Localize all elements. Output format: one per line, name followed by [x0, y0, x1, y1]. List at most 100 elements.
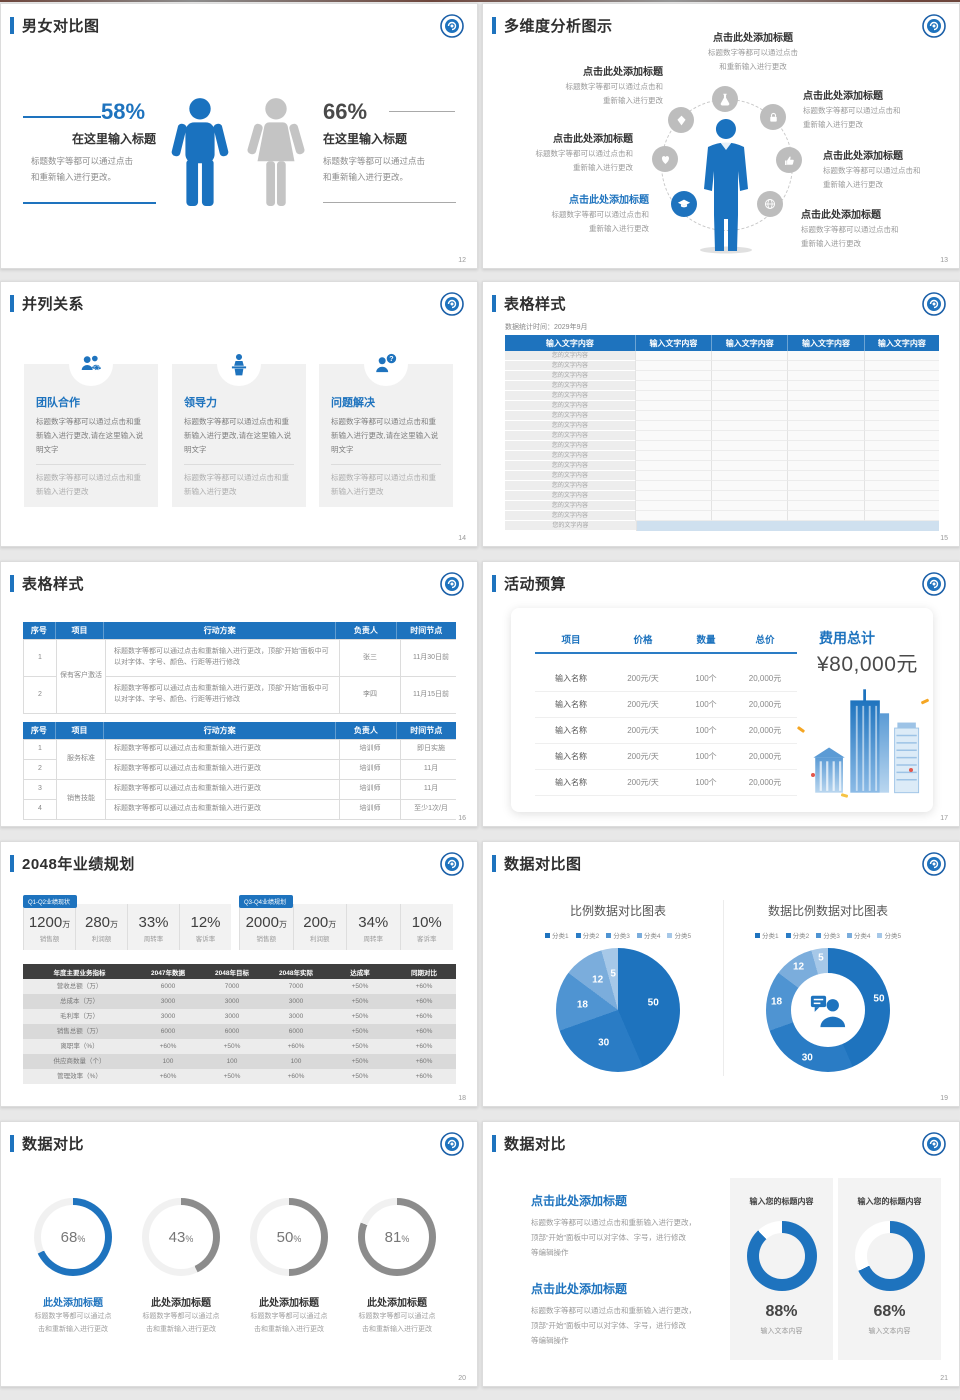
table-cell: 您的文字内容 [505, 481, 635, 491]
page-number: 17 [940, 815, 948, 822]
table-cell [711, 421, 788, 431]
pie-slice-value: 12 [792, 961, 805, 973]
stat-label: 销售额 [256, 936, 277, 943]
table-cell: +50% [351, 983, 369, 990]
card-teamwork: 团队合作 标题数字等都可以通过点击和重新输入进行更改,请在这里输入说明文字 标题… [24, 342, 158, 507]
table-cell: +50% [351, 998, 369, 1005]
price-cell: 200元/天 [627, 700, 659, 709]
slide-title: 并列关系 [22, 296, 85, 313]
table-cell: 您的文字内容 [505, 401, 635, 411]
annotation-title: 点击此处添加标题 [583, 67, 663, 78]
table-cell: 您的文字内容 [505, 461, 635, 471]
ring-body: 标题数字等都可以通过点 击和重新输入进行更改 [342, 1311, 452, 1336]
table-cell: 销售总额（万） [56, 1028, 103, 1035]
slide-15-table-style[interactable]: 表格样式 数据统计时间：2029年9月 输入文字内容 输入文字内容 输入文字内容… [482, 281, 960, 547]
donut-ring [854, 1221, 925, 1291]
table-cell [711, 391, 788, 401]
column-header: 行动方案 [103, 622, 335, 639]
table-cell [711, 451, 788, 461]
table-cell [787, 391, 864, 401]
annotation-title: 点击此处添加标题 [553, 134, 633, 145]
legend-label: 分类3 [823, 933, 840, 940]
table-cell [787, 381, 864, 391]
table-cell: 您的文字内容 [505, 361, 635, 371]
table-cell [787, 471, 864, 481]
slide-17-activity-budget[interactable]: 活动预算 项目 价格 数量 总价 输入名称 200元/天 100个 20,000… [482, 561, 960, 827]
slide-18-performance-plan[interactable]: 2048年业绩规划 Q1-Q2业绩现状 1200万 销售额 280万 利润额 33%… [0, 841, 478, 1107]
slide-20-data-comparison-rings[interactable]: 数据对比 68% 43% 50% 81% 此处添加标题 此处添加标题 此处添加标… [0, 1121, 478, 1387]
quantity-cell: 100个 [695, 752, 717, 761]
org-logo-icon [922, 852, 946, 876]
table-cell [863, 471, 939, 481]
table-cell: 3000 [224, 1013, 240, 1020]
slide-21-data-comparison[interactable]: 数据对比 点击此处添加标题 标题数字等都可以通过点击和重新输入进行更改， 顶部“开… [482, 1121, 960, 1387]
table-cell: +60% [159, 1043, 177, 1050]
ring-value: 81% [365, 1205, 429, 1269]
table-cell: 您的文字内容 [505, 381, 635, 391]
title-accent-bar [492, 1135, 496, 1152]
table-cell [711, 351, 788, 361]
table-cell [787, 461, 864, 471]
legend-label: 分类5 [884, 933, 902, 940]
table-cell [634, 401, 712, 411]
table-cell [634, 501, 712, 511]
org-logo-icon [440, 14, 464, 38]
table-cell: 您的文字内容 [505, 371, 635, 381]
body-line: 标题数字等都可以通过点 [358, 1313, 436, 1320]
table-row: 您的文字内容 [505, 471, 939, 481]
table-row: 总成本（万） 3000 3000 3000 +50% +60% [23, 994, 456, 1009]
confetti [909, 768, 913, 772]
table-cell [634, 361, 712, 371]
stat-panel-tag: Q1-Q2业绩现状 [23, 895, 78, 908]
kpi-table-body: 营收总额（万） 6000 7000 7000 +50% +60% 总成本（万） 3000 300… [23, 979, 456, 1084]
body-line: 等编辑操作 [531, 1336, 569, 1345]
page-number: 18 [458, 1095, 466, 1102]
table-cell: 李四 [340, 677, 400, 713]
table-row: 您的文字内容 [505, 401, 939, 411]
table-row: 销售总额（万） 6000 6000 6000 +50% +60% [23, 1024, 456, 1039]
org-logo-icon [922, 14, 946, 38]
table-cell [711, 411, 788, 421]
table-cell [787, 361, 864, 371]
annotation-body: 标题数字等都可以通过点击和重新输入进行更改 [663, 46, 843, 74]
divider [23, 116, 101, 118]
table-cell [711, 501, 788, 511]
body-line: 击和重新输入进行更改 [254, 1325, 324, 1333]
org-logo-icon [922, 1132, 946, 1156]
stat-label: 客诉率 [417, 936, 437, 943]
legend-swatch [754, 932, 760, 938]
table-cell [863, 431, 939, 441]
female-body: 标题数字等都可以通过点击 和重新输入进行更改。 [323, 153, 458, 185]
table-cell [787, 351, 864, 361]
column-header: 输入文字内容 [863, 335, 939, 351]
ring-body: 标题数字等都可以通过点 击和重新输入进行更改 [126, 1311, 236, 1336]
table-cell: 7000 [288, 983, 304, 990]
slide-12-gender-comparison[interactable]: 男女对比图 58% 在这里输入标题 标题数字等都可以通过点击 和重新输入进行更改。… [0, 3, 478, 269]
slide-14-parallel-relationship[interactable]: 并列关系 团队合作 标题数字等都可以通过点击和重新输入进行更改,请在这里输入说明… [0, 281, 478, 547]
slide-16-table-style[interactable]: 表格样式 序号 项目 行动方案 负责人 时间节点 1 保有客户激活 标题数字等都… [0, 561, 478, 827]
stat-value: 33% [138, 914, 169, 931]
card-title: 问题解决 [331, 397, 375, 409]
slide-title: 男女对比图 [22, 18, 100, 35]
legend-item: 分类1 [754, 930, 779, 940]
block-title: 点击此处添加标题 [531, 1194, 628, 1208]
table-cell [711, 441, 788, 451]
body-line: 标题数字等都可以通过点击和重新输入进行更改， [531, 1306, 696, 1315]
stat: 280万 利润额 [75, 904, 127, 950]
body-line: 标题数字等都可以通过点 [34, 1313, 112, 1320]
percent-symbol: % [293, 1234, 302, 1244]
table-cell: +60% [415, 1043, 433, 1050]
table-cell [863, 451, 939, 461]
divider [36, 463, 146, 465]
card-body: 标题数字等都可以通过点击和重新输入进行更改,请在这里输入说明文字 [184, 417, 292, 454]
table-cell: 标题数字等都可以通过点击和重新输入进行更改 [106, 780, 339, 799]
stat-panel-q1q2: Q1-Q2业绩现状 1200万 销售额 280万 利润额 33% 周转率 12% 客诉率 [23, 895, 231, 950]
table-cell: 3000 [160, 1013, 176, 1020]
ring-body: 标题数字等都可以通过点 击和重新输入进行更改 [18, 1311, 128, 1336]
stat-label: 利润额 [310, 936, 330, 943]
page-number: 12 [458, 257, 466, 264]
table-cell: 1 [24, 640, 56, 676]
slide-19-data-comparison-charts[interactable]: 数据对比图 比例数据对比图表 分类1 分类2 分类3 分类4 分类5 50 30 1… [482, 841, 960, 1107]
table-row: 毛利率（万） 3000 3000 3000 +50% +60% [23, 1009, 456, 1024]
slide-13-multidimensional-analysis[interactable]: 多维度分析图示 点击此处添加标题 标题数字等都可以通过点击 和重新输入进行更改 点… [482, 3, 960, 269]
